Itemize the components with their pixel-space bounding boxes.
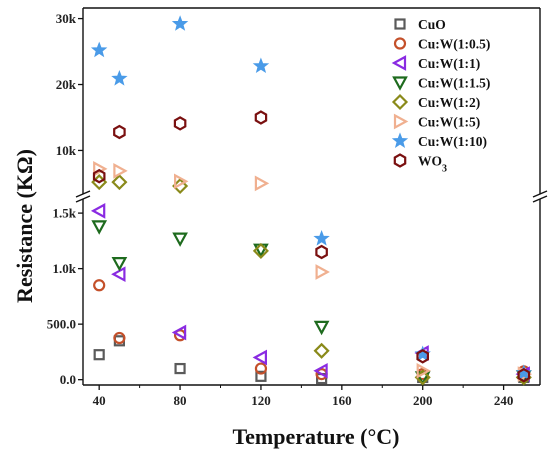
legend-label-subscript: 3	[442, 163, 447, 174]
legend-marker	[391, 55, 407, 71]
legend-label: CuO	[418, 17, 446, 32]
data-point	[171, 324, 187, 341]
y-tick-label: 1.0k	[53, 261, 77, 276]
axis-break-right	[532, 190, 548, 203]
legend-label: Cu:W(1:2)	[418, 95, 480, 110]
x-tick-label: 80	[174, 393, 187, 408]
legend-item: Cu:W(1:10)	[391, 132, 487, 149]
y-tick-label: 500.0	[47, 317, 76, 332]
legend-marker	[391, 93, 409, 111]
data-point	[90, 41, 108, 58]
data-point	[313, 362, 328, 379]
y-tick-label: 30k	[56, 11, 77, 26]
legend-label: WO3	[418, 154, 447, 175]
data-point	[315, 244, 328, 260]
axes	[75, 7, 548, 390]
legend-label: Cu:W(1:1)	[418, 56, 480, 71]
data-point	[111, 69, 128, 86]
x-tick-label: 240	[494, 393, 514, 408]
data-point	[91, 220, 108, 235]
legend-item: Cu:W(1:1.5)	[392, 76, 490, 91]
series-6	[90, 15, 533, 381]
legend-marker	[393, 113, 409, 130]
x-axis-title: Temperature (°C)	[232, 424, 399, 449]
legend-marker	[391, 132, 409, 149]
data-point	[174, 173, 189, 190]
data-point	[92, 168, 106, 184]
legend-label: Cu:W(1:0.5)	[418, 37, 490, 52]
data-point	[252, 349, 267, 366]
data-point	[313, 229, 330, 246]
data-point	[111, 174, 128, 191]
data-point	[416, 362, 431, 379]
y-tick-label: 1.5k	[53, 206, 77, 221]
legend-label: Cu:W(1:1.5)	[418, 76, 490, 91]
legend-marker	[392, 76, 408, 91]
series-7	[92, 110, 531, 383]
data-point	[93, 279, 106, 292]
series-3	[91, 220, 532, 386]
data-point	[111, 257, 128, 272]
y-tick-label: 20k	[56, 77, 77, 92]
data-point	[174, 362, 186, 375]
series-2	[90, 203, 530, 382]
data-point	[416, 349, 429, 364]
data-point	[171, 15, 189, 31]
legend-item: WO3	[393, 153, 447, 175]
y-tick-label: 10k	[56, 143, 77, 158]
legend-item: CuO	[394, 17, 446, 32]
data-point	[113, 124, 126, 140]
data-point	[252, 57, 270, 73]
data-point	[93, 161, 108, 177]
data-point	[254, 362, 268, 375]
data-point	[315, 264, 330, 280]
legend-marker	[394, 18, 406, 30]
data-point	[172, 232, 188, 247]
data-point	[93, 349, 105, 361]
x-tick-label: 200	[413, 393, 433, 408]
data-point	[252, 242, 269, 259]
legend-item: Cu:W(1:5)	[393, 113, 480, 130]
data-point	[313, 320, 330, 336]
series-0	[93, 335, 530, 385]
axis-break-left	[75, 190, 91, 203]
data-point	[414, 345, 431, 362]
series-4	[91, 174, 532, 386]
legend-item: Cu:W(1:0.5)	[393, 37, 490, 52]
legend-label: Cu:W(1:10)	[418, 134, 487, 149]
data-point	[515, 364, 533, 381]
legend-marker	[393, 153, 407, 168]
data-point	[113, 163, 128, 179]
data-point	[90, 203, 106, 219]
x-tick-label: 160	[332, 393, 352, 408]
legend-item: Cu:W(1:1)	[391, 55, 480, 71]
legend-item: Cu:W(1:2)	[391, 93, 480, 111]
data-point	[254, 110, 268, 125]
data-point	[113, 331, 126, 345]
x-tick-label: 120	[251, 393, 271, 408]
data-point	[517, 367, 531, 383]
legend-marker	[393, 37, 407, 50]
data-point	[254, 175, 270, 192]
series-1	[93, 279, 530, 381]
data-point	[111, 266, 126, 283]
data-point	[173, 116, 187, 131]
x-tick-label: 40	[93, 393, 106, 408]
data-marks	[90, 15, 533, 386]
legend-label: Cu:W(1:5)	[418, 115, 480, 130]
y-tick-label: 0.0	[60, 372, 76, 387]
series-5	[93, 161, 533, 382]
data-point	[255, 370, 267, 382]
tick-labels: 40 80 120 160 200 240 0.0 500.0 1.0k 1.5k 10k 20k 30…	[47, 11, 514, 408]
y-axis-title: Resistance (KΩ)	[12, 149, 37, 303]
legend: CuO Cu:W(1:0.5) Cu:W(1:1) Cu:W(1:1.5) Cu:W(1…	[391, 17, 490, 175]
data-point	[313, 342, 330, 359]
